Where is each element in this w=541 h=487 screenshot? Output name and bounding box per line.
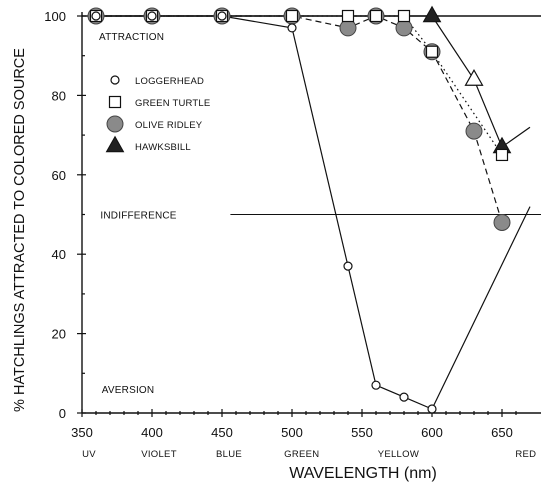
legend-marker-hawksbill [105,135,125,153]
y-tick-label: 60 [52,168,66,183]
data-point-green-turtle [495,148,509,162]
x-axis-title: WAVELENGTH (nm) [289,465,437,482]
legend-label: LOGGERHEAD [135,76,204,87]
y-tick-label: 20 [52,327,66,342]
y-tick-label: 80 [52,88,66,103]
region-label: AVERSION [102,385,155,396]
data-point-olive-ridley [493,213,511,231]
color-band-label: UV [82,449,96,460]
legend-label: OLIVE RIDLEY [135,120,203,131]
legend-marker-olive-ridley [106,115,124,133]
data-point-hawksbill [422,5,442,23]
region-label: ATTRACTION [99,32,164,43]
x-tick-label: 650 [491,425,513,440]
data-point-olive-ridley [395,19,413,37]
data-point-green-turtle [341,9,355,23]
color-band-label: VIOLET [141,449,177,460]
data-point-loggerhead [399,392,409,402]
legend-marker-loggerhead [110,75,120,85]
x-tick-label: 450 [211,425,233,440]
color-band-label: RED [515,449,536,460]
chart-text: % HATCHLINGS ATTRACTED TO COLORED SOURCE… [12,9,536,482]
x-tick-label: 400 [141,425,163,440]
data-point-green-turtle [425,45,439,58]
color-band-label: GREEN [284,449,319,460]
data-point-loggerhead [91,11,101,21]
color-band-label: YELLOW [378,449,419,460]
data-point-loggerhead [287,23,297,33]
data-point-green-turtle [397,9,411,23]
data-point-green-turtle [285,9,299,23]
data-point-green-turtle [369,9,383,23]
x-tick-label: 500 [281,425,303,440]
data-point-olive-ridley [465,122,483,140]
series-markers [87,5,512,414]
y-tick-label: 0 [59,406,66,421]
y-tick-label: 100 [44,9,66,24]
data-point-loggerhead [371,380,381,390]
x-tick-label: 600 [421,425,443,440]
legend: LOGGERHEAD GREEN TURTLE OLIVE RIDLEY HAWKSB… [105,75,210,153]
data-point-olive-ridley [339,19,357,37]
data-point-hawksbill [464,69,484,86]
legend-label: GREEN TURTLE [135,98,210,109]
legend-marker-green-turtle [108,95,122,109]
data-point-loggerhead [427,404,437,414]
y-axis-title: % HATCHLINGS ATTRACTED TO COLORED SOURCE [12,48,28,412]
region-label: INDIFFERENCE [100,211,176,222]
x-tick-label: 550 [351,425,373,440]
y-tick-label: 40 [52,247,66,262]
color-band-label: BLUE [216,449,242,460]
data-point-loggerhead [343,261,353,271]
legend-label: HAWKSBILL [135,142,191,153]
x-tick-label: 350 [71,425,93,440]
data-point-loggerhead [217,11,227,21]
data-point-loggerhead [147,11,157,21]
